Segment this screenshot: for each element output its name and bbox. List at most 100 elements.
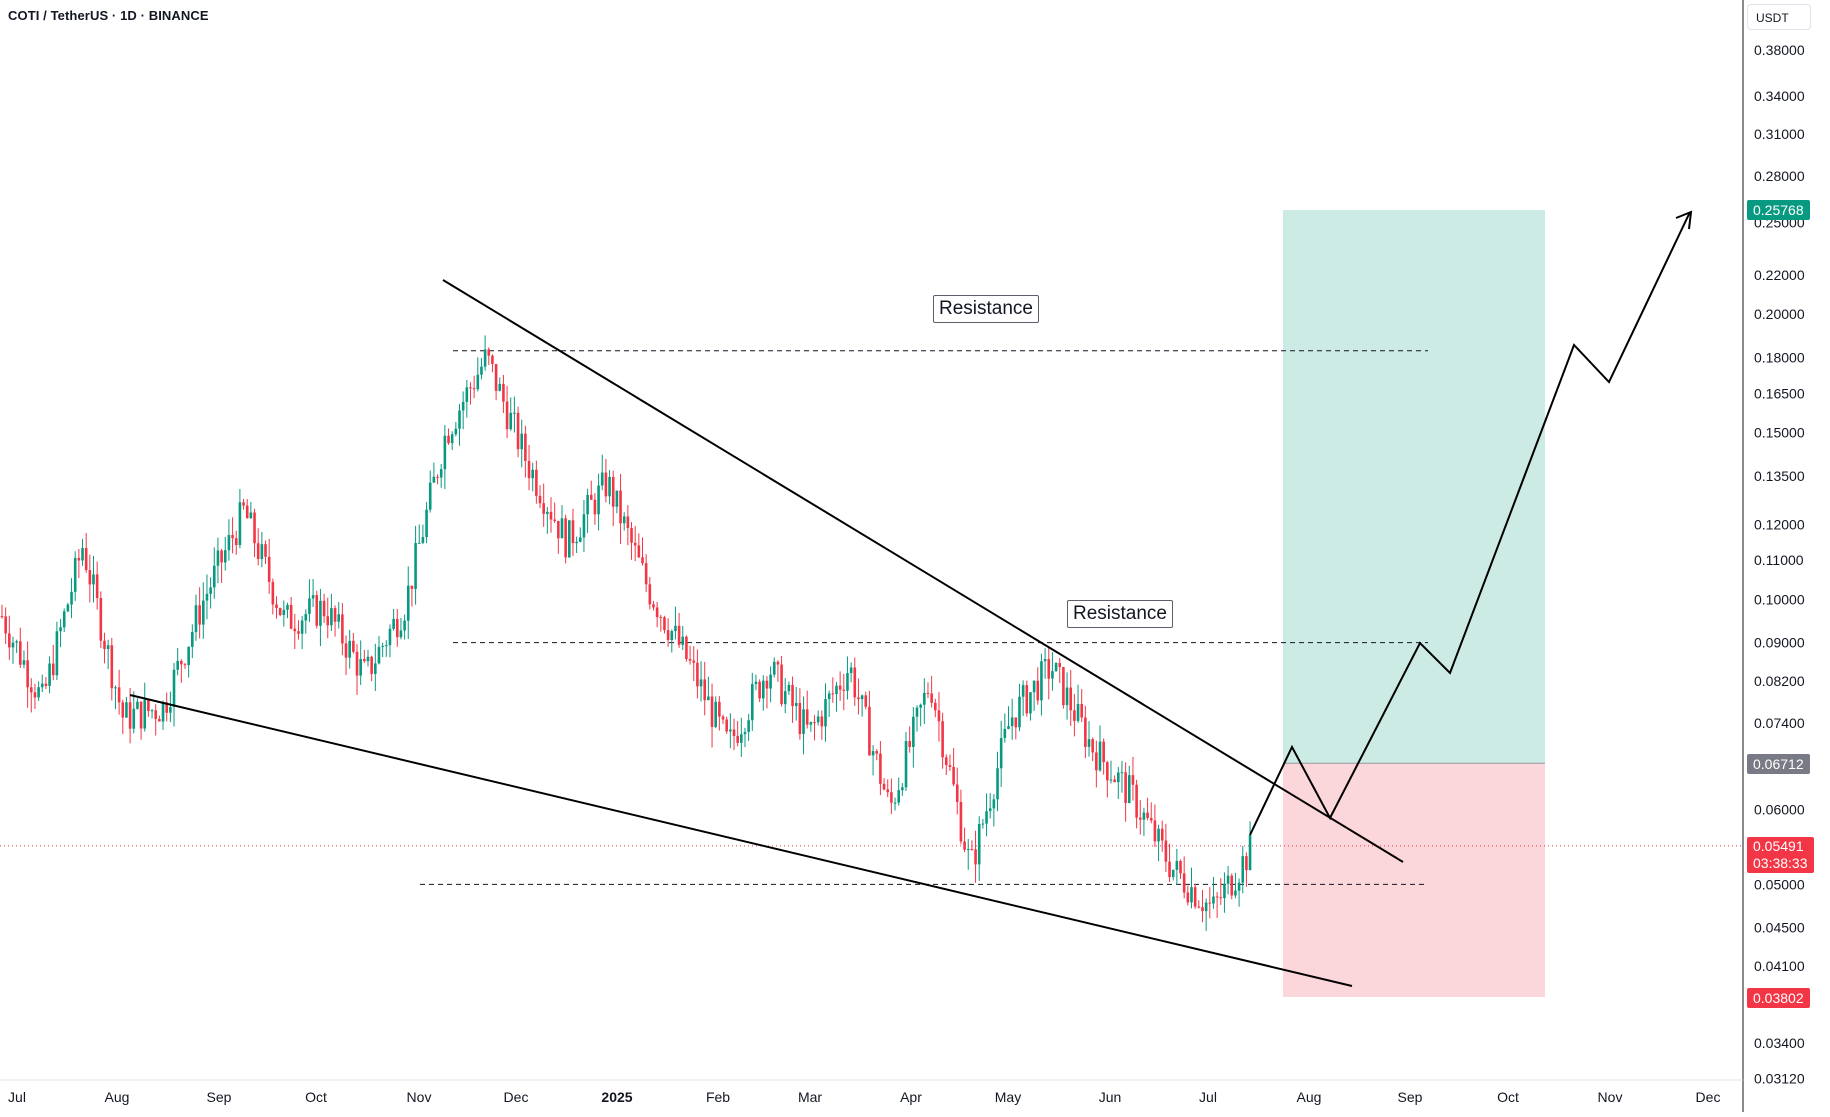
candle [674, 606, 677, 640]
candle [1201, 889, 1204, 923]
candle [809, 721, 813, 732]
candle [725, 716, 728, 734]
candle-body [322, 600, 326, 617]
candle [813, 715, 816, 741]
symbol-title[interactable]: COTI / TetherUS · 1D · BINANCE [8, 8, 209, 23]
candle-body [831, 693, 835, 695]
candle-body [147, 699, 150, 712]
time-axis[interactable]: Jul Aug Sep Oct Nov Dec 2025 Feb Mar Apr May Jun Jul… [0, 1079, 1743, 1105]
candle-body [659, 617, 663, 619]
resistance-label-lower[interactable]: Resistance [1067, 600, 1173, 628]
candle-body [677, 625, 681, 645]
candle-body [73, 557, 77, 592]
candle-body [1076, 703, 1080, 721]
candle-body [1204, 902, 1208, 912]
candle [868, 690, 871, 756]
candle-body [293, 628, 297, 632]
candle-body [359, 658, 362, 676]
candle-body [637, 545, 641, 558]
candle-body [330, 608, 333, 626]
candle-body [319, 600, 322, 626]
bar-countdown: 03:38:33 [1753, 855, 1808, 871]
candle-body [341, 614, 344, 644]
candle-body [172, 669, 176, 707]
candle-body [114, 687, 117, 689]
candle [842, 673, 846, 711]
candle-body [1212, 896, 1215, 904]
candle [908, 726, 911, 753]
candle [234, 530, 238, 555]
candle-body [344, 643, 348, 658]
candle-body [1190, 887, 1193, 903]
candle [494, 363, 498, 401]
candle-body [1168, 861, 1171, 878]
candle [1160, 820, 1164, 852]
candle-body [970, 848, 974, 850]
candle-body [1102, 741, 1105, 763]
candle [472, 375, 476, 399]
candle [721, 714, 725, 724]
candle-body [930, 693, 933, 703]
candle-body [1120, 772, 1124, 774]
candle [275, 596, 278, 619]
candle-body [227, 534, 231, 551]
price-tick-label: 0.03120 [1754, 1070, 1805, 1086]
candle [1095, 740, 1098, 788]
candle [33, 683, 37, 709]
candle-body [289, 604, 293, 629]
candle-body [1164, 840, 1168, 862]
candle-body [619, 490, 622, 524]
candle [1135, 779, 1138, 829]
price-tick-label: 0.04500 [1754, 920, 1805, 936]
candle [29, 678, 33, 713]
candle [1204, 898, 1208, 931]
target-zone [1283, 210, 1545, 764]
candle [740, 717, 743, 757]
candle-body [370, 656, 373, 674]
candle [11, 636, 15, 664]
currency-selector[interactable]: USDT [1747, 4, 1811, 30]
candle [220, 548, 223, 583]
candle [73, 551, 77, 601]
candle-body [143, 699, 147, 729]
candle-body [630, 528, 633, 543]
candle-body [560, 518, 564, 539]
candle [1146, 797, 1149, 821]
candle [121, 699, 125, 735]
candle [622, 512, 626, 531]
candle-body [655, 607, 659, 618]
candle-body [29, 687, 33, 693]
candle [783, 678, 787, 714]
candle-body [1124, 772, 1127, 803]
candle-body [751, 684, 754, 721]
candle [531, 462, 534, 492]
candle-body [70, 591, 73, 605]
candle [564, 514, 567, 564]
candle-body [154, 710, 158, 719]
candle-body [1160, 828, 1164, 841]
candle-body [758, 681, 761, 699]
candle-body [538, 495, 542, 504]
candle-body [692, 660, 696, 663]
candle [286, 602, 289, 619]
candle [447, 428, 450, 445]
candle [1127, 765, 1131, 804]
candle [308, 579, 311, 622]
candle-body [59, 627, 62, 632]
candle [820, 710, 824, 740]
trendline-drawings[interactable] [129, 210, 1693, 987]
candle-body [1043, 659, 1047, 662]
candle-body [549, 511, 553, 520]
candle [575, 536, 578, 554]
candle [710, 683, 714, 748]
candle-body [783, 691, 787, 705]
candle [864, 691, 868, 710]
resistance-label-upper[interactable]: Resistance [933, 295, 1039, 323]
candle-body [681, 636, 685, 645]
candle-body [985, 811, 988, 824]
candle-body [84, 547, 88, 571]
candle [549, 497, 553, 533]
candle-body [527, 460, 531, 479]
